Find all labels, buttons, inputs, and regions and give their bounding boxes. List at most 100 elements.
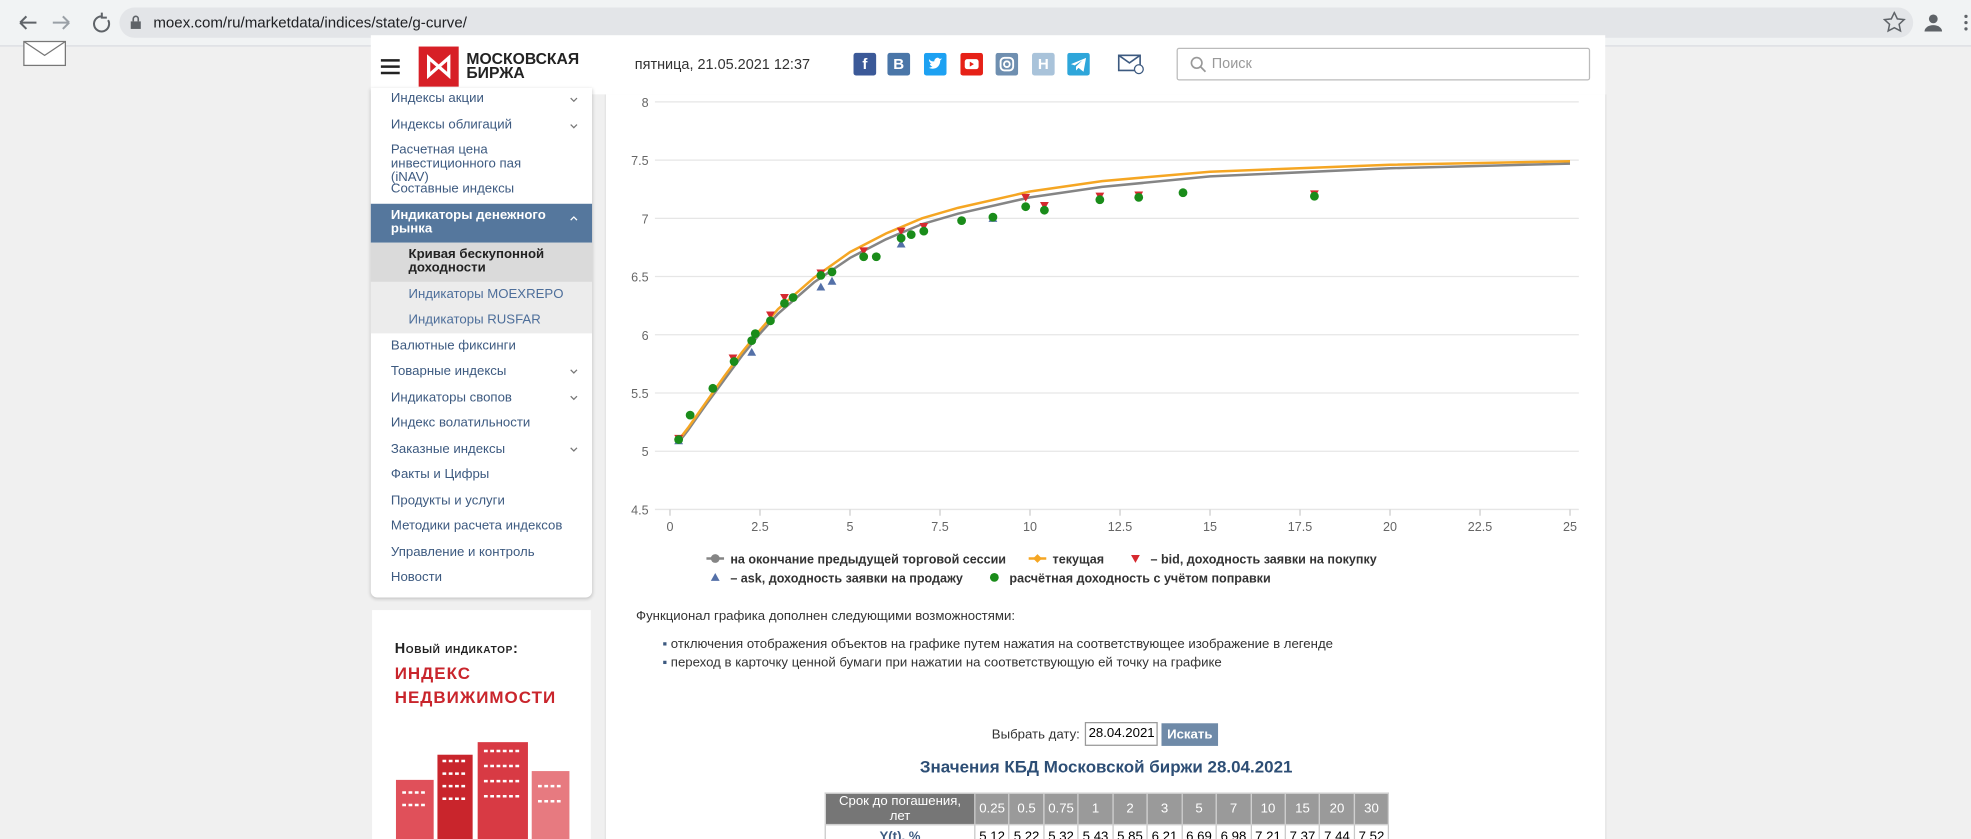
data-point[interactable] [816,271,825,280]
menu-button[interactable] [380,58,403,76]
vk-icon[interactable]: В [887,53,910,76]
data-point[interactable] [828,277,837,285]
cell: 5.43 [1078,825,1112,839]
ad-caption: Новый индикатор: [395,642,519,657]
cell: 5.12 [975,825,1009,839]
y-tick-label: 4.5 [631,503,648,517]
header-cell: 0.5 [1009,793,1043,824]
date-label: Выбрать дату: [992,727,1080,742]
menu-item[interactable]: Составные индексы [391,182,567,196]
data-point[interactable] [907,230,916,239]
cell: 7.37 [1285,825,1319,839]
instagram-icon[interactable] [996,53,1019,76]
subscribe-icon[interactable] [1117,54,1145,75]
date-input[interactable]: 28.04.2021 [1085,722,1158,746]
header-cell: 20 [1320,793,1354,824]
twitter-icon[interactable] [924,53,947,76]
data-point[interactable] [872,252,881,261]
news-icon[interactable]: Н [1032,53,1055,76]
legend-label[interactable]: на окончание предыдущей торговой сессии [730,553,1006,567]
notes-intro: Функционал графика дополнен следующими в… [636,609,1015,624]
cell: 7.21 [1251,825,1285,839]
series-line [679,161,1570,439]
logo-mark[interactable] [419,47,459,87]
data-point[interactable] [919,227,928,236]
nav-buttons[interactable] [15,10,116,35]
cell: 7.44 [1320,825,1354,839]
menu-item[interactable]: Индекс волатильности [391,416,567,430]
menu-item[interactable]: Индикаторы денежного рынка [391,209,548,237]
menu-item[interactable]: Индикаторы свопов [391,391,567,405]
data-point[interactable] [686,411,695,420]
table-title: Значения КБД Московской биржи 28.04.2021 [754,757,1458,776]
data-point[interactable] [1179,188,1188,197]
menu-item[interactable]: Валютные фиксинги [391,340,567,354]
data-point[interactable] [1095,195,1104,204]
submenu-item[interactable]: Индикаторы MOEXREPO [409,288,585,302]
data-point[interactable] [859,252,868,261]
x-tick-label: 10 [1023,520,1037,534]
data-point[interactable] [766,316,775,325]
data-point[interactable] [957,216,966,225]
x-tick-label: 15 [1203,520,1217,534]
data-point[interactable] [780,299,789,308]
legend-label[interactable]: – ask, доходность заявки на продажу [730,571,963,585]
legend-label[interactable]: – bid, доходность заявки на покупку [1151,553,1377,567]
logo-line: БИРЖА [466,67,579,81]
menu-item[interactable]: Факты и Цифры [391,468,567,482]
x-tick-label: 25 [1563,520,1577,534]
legend-label[interactable]: расчётная доходность с учётом поправки [1009,571,1270,585]
telegram-icon[interactable] [1067,53,1090,76]
logo-text[interactable]: МОСКОВСКАЯ БИРЖА [466,53,579,81]
data-point[interactable] [674,435,683,444]
x-tick-label: 0 [666,520,673,534]
facebook-icon[interactable]: f [854,53,877,76]
cell: 6.21 [1147,825,1181,839]
menu-item[interactable]: Индексы облигаций [391,118,567,132]
menu-item[interactable]: Управление и контроль [391,546,567,560]
note-bullet: ▪ переход в карточку ценной бумаги при н… [662,654,1333,673]
search-icon [1189,55,1207,73]
data-point[interactable] [816,283,825,291]
menu-item[interactable]: Товарные индексы [391,365,567,379]
youtube-icon[interactable] [960,53,983,76]
y-tick-label: 6.5 [631,271,648,285]
x-tick-label: 2.5 [751,520,768,534]
data-point[interactable] [1040,206,1049,215]
header-cell: 0.25 [975,793,1009,824]
data-point[interactable] [897,234,906,243]
menu-item[interactable]: Новости [391,571,567,585]
header-cell: 30 [1354,793,1388,824]
menu-item[interactable]: Заказные индексы [391,443,567,457]
series-line [679,164,1570,442]
legend-label[interactable]: текущая [1053,553,1104,567]
submenu-item[interactable]: Индикаторы RUSFAR [409,313,585,327]
menu-item[interactable]: Методики расчета индексов [391,520,567,534]
lock-icon [129,15,142,30]
menu-item[interactable]: Продукты и услуги [391,494,567,508]
header-cell: 2 [1113,793,1147,824]
mail-icon[interactable] [23,40,68,68]
datetime: пятница, 21.05.2021 12:37 [635,58,810,73]
data-point[interactable] [708,384,717,393]
data-point[interactable] [751,329,760,338]
data-point[interactable] [828,267,837,276]
ad-illustration [390,736,579,839]
browser-actions[interactable] [1883,11,1971,34]
chevrons [569,93,579,470]
submenu-item[interactable]: Кривая бескупонной доходности [409,248,566,276]
data-point[interactable] [1021,202,1030,211]
search-button[interactable]: Искать [1161,723,1218,746]
menu-item[interactable]: Индексы акции [391,92,567,106]
data-point[interactable] [1134,193,1143,202]
data-point[interactable] [989,213,998,222]
search-placeholder: Поиск [1212,57,1252,72]
header-cell: 1 [1078,793,1112,824]
url: moex.com/ru/marketdata/indices/state/g-c… [153,14,467,32]
data-point[interactable] [730,357,739,366]
data-point[interactable] [1310,192,1319,201]
menu-item[interactable]: Расчетная цена инвестиционного пая (iNAV… [391,143,561,185]
legend-symbol [711,554,720,563]
data-point[interactable] [789,293,798,302]
